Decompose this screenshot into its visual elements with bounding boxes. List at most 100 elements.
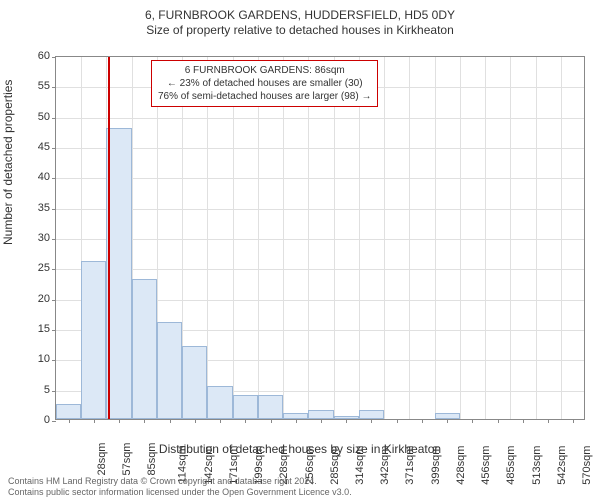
x-tick-label: 371sqm [405,446,417,485]
x-tick-label: 399sqm [430,446,442,485]
grid-line-v [485,57,486,419]
chart-title-sub: Size of property relative to detached ho… [0,23,600,37]
x-tick [447,419,448,423]
histogram-bar [132,279,157,419]
x-tick [94,419,95,423]
histogram-bar [359,410,384,419]
y-tick-label: 50 [20,111,50,123]
x-tick [220,419,221,423]
info-box-line: 76% of semi-detached houses are larger (… [158,90,371,103]
y-tick-label: 25 [20,262,50,274]
grid-line-h [56,178,584,179]
grid-line-v [510,57,511,419]
grid-line-v [460,57,461,419]
x-tick-label: 428sqm [455,446,467,485]
grid-line-v [384,57,385,419]
x-tick [144,419,145,423]
grid-line-v [359,57,360,419]
x-tick-label: 28sqm [96,443,108,476]
plot-area: 6 FURNBROOK GARDENS: 86sqm← 23% of detac… [55,56,585,420]
y-tick-label: 35 [20,202,50,214]
grid-line-v [258,57,259,419]
histogram-bar [81,261,106,419]
x-tick [170,419,171,423]
x-tick [472,419,473,423]
x-tick [346,419,347,423]
y-tick-label: 10 [20,353,50,365]
histogram-bar [308,410,333,419]
x-tick [548,419,549,423]
histogram-bar [157,322,182,419]
y-tick [52,57,56,58]
x-tick [422,419,423,423]
marker-line [108,57,110,419]
histogram-bar [182,346,207,419]
x-tick [573,419,574,423]
grid-line-h [56,148,584,149]
footer-line1: Contains HM Land Registry data © Crown c… [8,476,352,487]
y-axis-label: Number of detached properties [1,80,15,245]
grid-line-v [308,57,309,419]
y-tick-label: 55 [20,80,50,92]
x-tick-label: 342sqm [379,446,391,485]
x-tick [523,419,524,423]
x-tick [296,419,297,423]
y-tick [52,421,56,422]
grid-line-v [233,57,234,419]
y-tick-label: 0 [20,414,50,426]
histogram-bar [106,128,131,419]
y-tick [52,118,56,119]
x-tick [371,419,372,423]
y-tick [52,330,56,331]
y-tick [52,87,56,88]
x-tick [245,419,246,423]
y-tick [52,148,56,149]
y-tick [52,178,56,179]
y-tick [52,239,56,240]
grid-line-v [435,57,436,419]
grid-line-h [56,118,584,119]
x-tick-label: 513sqm [531,446,543,485]
grid-line-v [283,57,284,419]
x-tick [119,419,120,423]
x-tick-label: 485sqm [506,446,518,485]
footer-line2: Contains public sector information licen… [8,487,352,498]
grid-line-h [56,239,584,240]
grid-line-v [207,57,208,419]
x-tick [271,419,272,423]
y-tick [52,269,56,270]
x-tick [69,419,70,423]
x-tick-label: 57sqm [121,443,133,476]
chart-title-main: 6, FURNBROOK GARDENS, HUDDERSFIELD, HD5 … [0,8,600,22]
histogram-bar [233,395,258,419]
grid-line-v [561,57,562,419]
grid-line-h [56,269,584,270]
y-tick [52,360,56,361]
chart-container: 6, FURNBROOK GARDENS, HUDDERSFIELD, HD5 … [0,8,600,468]
x-tick-label: 542sqm [556,446,568,485]
x-tick-label: 570sqm [581,446,593,485]
y-tick-label: 45 [20,141,50,153]
info-box-line: ← 23% of detached houses are smaller (30… [158,77,371,90]
y-tick [52,300,56,301]
x-tick-label: 85sqm [146,443,158,476]
x-tick [195,419,196,423]
grid-line-v [536,57,537,419]
x-tick [498,419,499,423]
footer: Contains HM Land Registry data © Crown c… [8,476,352,498]
x-tick [321,419,322,423]
y-tick [52,209,56,210]
histogram-bar [207,386,232,419]
info-box: 6 FURNBROOK GARDENS: 86sqm← 23% of detac… [151,60,378,107]
info-box-line: 6 FURNBROOK GARDENS: 86sqm [158,64,371,77]
y-tick-label: 20 [20,293,50,305]
x-tick-label: 456sqm [480,446,492,485]
x-tick-label: 314sqm [354,446,366,485]
y-tick-label: 5 [20,384,50,396]
y-tick-label: 60 [20,50,50,62]
grid-line-v [409,57,410,419]
x-tick [397,419,398,423]
y-tick-label: 40 [20,171,50,183]
y-tick [52,391,56,392]
y-tick-label: 15 [20,323,50,335]
